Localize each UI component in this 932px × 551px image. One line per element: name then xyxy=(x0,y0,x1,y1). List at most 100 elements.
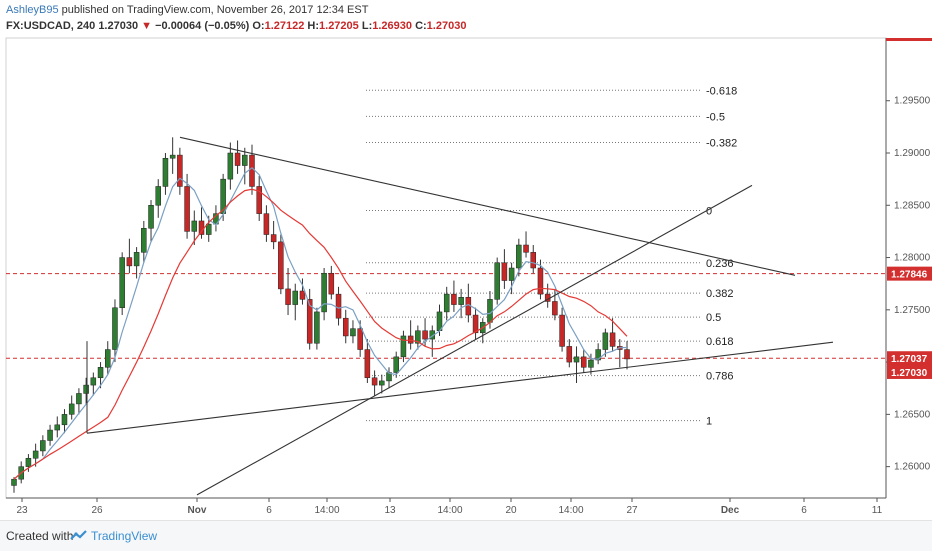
candle-body[interactable] xyxy=(407,335,414,344)
candle-body[interactable] xyxy=(198,220,205,235)
candle-body[interactable] xyxy=(191,220,198,232)
candle-body[interactable] xyxy=(523,244,529,253)
candle-body[interactable] xyxy=(451,293,457,305)
fib-level-label: 0 xyxy=(706,206,712,218)
candle-body[interactable] xyxy=(25,458,32,467)
candle-body[interactable] xyxy=(299,290,306,300)
candle-body[interactable] xyxy=(278,241,284,290)
candle-body[interactable] xyxy=(415,330,421,344)
candle-body[interactable] xyxy=(472,314,479,334)
candle-body[interactable] xyxy=(487,299,493,323)
fast-moving-average-line[interactable] xyxy=(13,167,628,480)
candle-body[interactable] xyxy=(112,307,118,350)
open-value: 1.27122 xyxy=(264,20,305,32)
time-tick-label: 14:00 xyxy=(314,505,339,516)
author-link[interactable]: AshleyB95 xyxy=(6,4,59,16)
candle-body[interactable] xyxy=(458,297,464,305)
trendline-upper[interactable] xyxy=(179,136,796,276)
trendline-rising[interactable] xyxy=(196,184,753,496)
candle-body[interactable] xyxy=(141,228,147,253)
time-tick-label: 27 xyxy=(626,505,638,516)
candle-body[interactable] xyxy=(530,252,536,269)
candle-body[interactable] xyxy=(321,272,327,313)
candle-body[interactable] xyxy=(328,272,335,295)
candle-body[interactable] xyxy=(162,157,169,187)
fib-level-label: -0.5 xyxy=(706,111,725,123)
candle-body[interactable] xyxy=(595,349,601,361)
candle-body[interactable] xyxy=(242,154,248,166)
symbol-label[interactable]: FX:USDCAD, 240 xyxy=(6,20,96,32)
candle-body[interactable] xyxy=(61,414,68,426)
candle-body[interactable] xyxy=(76,393,82,405)
candle-body[interactable] xyxy=(624,349,630,360)
candle-body[interactable] xyxy=(314,311,320,344)
candle-body[interactable] xyxy=(292,290,299,305)
fib-level-label: -0.618 xyxy=(706,85,737,97)
slow-moving-average-line[interactable] xyxy=(13,188,628,480)
candle-body[interactable] xyxy=(602,332,609,350)
plot-area[interactable] xyxy=(5,37,887,499)
candle-body[interactable] xyxy=(90,377,97,386)
candle-body[interactable] xyxy=(422,330,428,340)
candle-body[interactable] xyxy=(580,356,587,368)
candle-body[interactable] xyxy=(516,244,522,269)
candle-body[interactable] xyxy=(357,328,363,350)
price-tick-label: 1.26500 xyxy=(894,409,931,420)
candle-body[interactable] xyxy=(184,186,190,232)
candle-body[interactable] xyxy=(306,299,313,344)
candle-body[interactable] xyxy=(371,377,378,386)
time-tick-label: 13 xyxy=(384,505,396,516)
candle-body[interactable] xyxy=(537,267,544,295)
candle-body[interactable] xyxy=(155,186,161,206)
candle-body[interactable] xyxy=(501,262,508,281)
candle-body[interactable] xyxy=(105,349,111,368)
time-tick-label: 23 xyxy=(16,505,28,516)
trendline-lower[interactable] xyxy=(86,341,834,434)
candle-body[interactable] xyxy=(234,152,241,166)
candle-body[interactable] xyxy=(342,317,349,337)
candle-body[interactable] xyxy=(126,257,133,267)
candle-body[interactable] xyxy=(263,213,270,235)
fib-level-label: -0.382 xyxy=(706,138,737,150)
candle-body[interactable] xyxy=(97,367,104,379)
candle-body[interactable] xyxy=(285,288,291,305)
candle-body[interactable] xyxy=(249,154,255,187)
price-chart[interactable]: 1.29500 1.29000 1.28500 1.28000 1.27500 1.270… xyxy=(0,0,932,520)
candle-body[interactable] xyxy=(256,186,262,214)
candle-body[interactable] xyxy=(379,380,385,386)
candle-body[interactable] xyxy=(335,293,342,319)
candle-body[interactable] xyxy=(47,429,53,441)
candle-body[interactable] xyxy=(83,384,89,394)
last-price: 1.27030 xyxy=(98,20,139,32)
candle-body[interactable] xyxy=(169,154,176,159)
candle-body[interactable] xyxy=(11,478,17,486)
candle-body[interactable] xyxy=(494,262,500,300)
candle-body[interactable] xyxy=(148,205,154,229)
candle-body[interactable] xyxy=(119,257,125,308)
candle-body[interactable] xyxy=(393,356,399,373)
candle-body[interactable] xyxy=(559,314,565,347)
candle-body[interactable] xyxy=(552,301,558,316)
candle-body[interactable] xyxy=(32,450,39,459)
tradingview-brand[interactable]: TradingView xyxy=(91,529,158,543)
candle-body[interactable] xyxy=(205,223,212,235)
candle-body[interactable] xyxy=(68,403,75,415)
candle-body[interactable] xyxy=(177,154,183,187)
candle-body[interactable] xyxy=(443,293,450,313)
candle-body[interactable] xyxy=(588,359,594,368)
candle-body[interactable] xyxy=(364,349,371,379)
candle-body[interactable] xyxy=(566,346,573,363)
candle-body[interactable] xyxy=(133,252,140,267)
candle-body[interactable] xyxy=(227,152,234,180)
candle-body[interactable] xyxy=(350,328,356,337)
candle-body[interactable] xyxy=(609,332,616,347)
candle-body[interactable] xyxy=(40,440,46,452)
price-tick-label: 1.29500 xyxy=(894,96,931,107)
candle-body[interactable] xyxy=(508,267,515,281)
candle-body[interactable] xyxy=(54,424,61,431)
candle-body[interactable] xyxy=(400,335,407,358)
footer-bar: Created with TradingView xyxy=(0,520,932,551)
candle-body[interactable] xyxy=(573,356,580,363)
candle-body[interactable] xyxy=(270,234,277,243)
price-tick-label: 1.28000 xyxy=(894,253,931,264)
